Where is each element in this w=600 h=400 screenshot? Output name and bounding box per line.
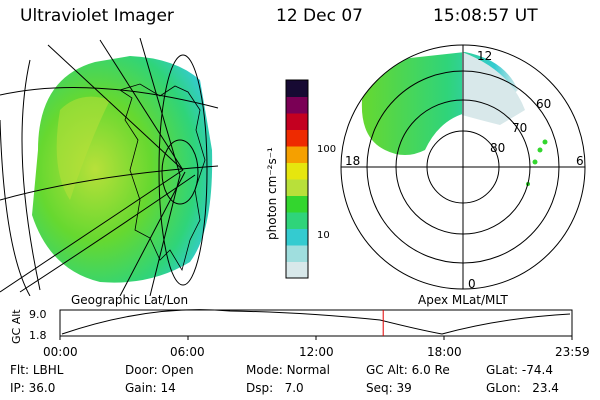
alt-ytick-1: 1.8: [29, 329, 47, 342]
mlt-label-6: 6: [576, 154, 584, 168]
alt-ylabel: GC Alt: [10, 309, 23, 344]
status-glon: GLon: 23.4: [486, 381, 559, 395]
colorbar-swatch: [286, 261, 308, 279]
colorbar-swatch: [286, 195, 308, 213]
altitude-x-ticks: [59, 336, 573, 340]
status-mode: Mode: Normal: [246, 363, 330, 377]
date-label: 12 Dec 07: [276, 6, 363, 26]
colorbar-swatch: [286, 245, 308, 262]
time-tick-3: 18:00: [427, 345, 462, 359]
colorbar-tick-10: 10: [317, 230, 330, 241]
time-tick-4: 23:59: [555, 345, 590, 359]
colorbar: [285, 79, 309, 279]
status-glat: GLat: -74.4: [486, 363, 553, 377]
altitude-plot: [59, 309, 573, 340]
polar-map: 12 18 6 0 60 70 80: [340, 44, 586, 291]
colorbar-swatch: [286, 212, 308, 229]
right-map-label: Apex MLat/MLT: [418, 293, 508, 307]
colorbar-label: photon cm⁻²s⁻¹: [265, 147, 279, 240]
status-gc-alt: GC Alt: 6.0 Re: [366, 363, 450, 377]
colorbar-swatch: [286, 228, 308, 246]
aurora-dim-region: [462, 52, 525, 125]
instrument-title: Ultraviolet Imager: [20, 6, 174, 26]
time-tick-0: 00:00: [43, 345, 78, 359]
time-label: 15:08:57 UT: [433, 6, 538, 26]
lat-label-70: 70: [512, 121, 527, 135]
lat-label-80: 80: [490, 141, 505, 155]
status-seq: Seq: 39: [366, 381, 412, 395]
left-map-label: Geographic Lat/Lon: [71, 293, 188, 307]
coastline: [119, 83, 206, 272]
polar-grid: [340, 44, 586, 290]
aurora-point: [542, 139, 548, 145]
time-tick-2: 12:00: [299, 345, 334, 359]
status-ip: IP: 36.0: [10, 381, 56, 395]
mlt-label-12: 12: [477, 49, 492, 63]
altitude-curve: [61, 309, 571, 335]
time-tick-1: 06:00: [170, 345, 205, 359]
mlt-label-18: 18: [345, 154, 360, 168]
colorbar-tick-100: 100: [317, 144, 336, 155]
colorbar-swatch: [286, 129, 308, 147]
geographic-map: [0, 38, 219, 296]
aurora-bright-patch: [56, 96, 110, 200]
colorbar-swatch: [286, 179, 308, 196]
colorbar-swatch: [286, 80, 308, 97]
status-door: Door: Open: [125, 363, 194, 377]
aurora-point: [537, 147, 543, 153]
altitude-plot-frame: [59, 309, 573, 337]
colorbar-swatch: [286, 113, 308, 130]
geo-grid-lines: [0, 38, 219, 296]
status-gain: Gain: 14: [125, 381, 176, 395]
aurora-point: [532, 159, 538, 165]
colorbar-swatch: [286, 146, 308, 163]
colorbar-swatch: [286, 96, 308, 114]
status-dsp: Dsp: 7.0: [246, 381, 304, 395]
status-filter: Flt: LBHL: [10, 363, 64, 377]
mlt-label-0: 0: [468, 277, 476, 291]
colorbar-swatch: [286, 162, 308, 180]
lat-label-60: 60: [536, 97, 551, 111]
colorbar-frame: [285, 79, 309, 279]
alt-ytick-9: 9.0: [29, 308, 47, 321]
